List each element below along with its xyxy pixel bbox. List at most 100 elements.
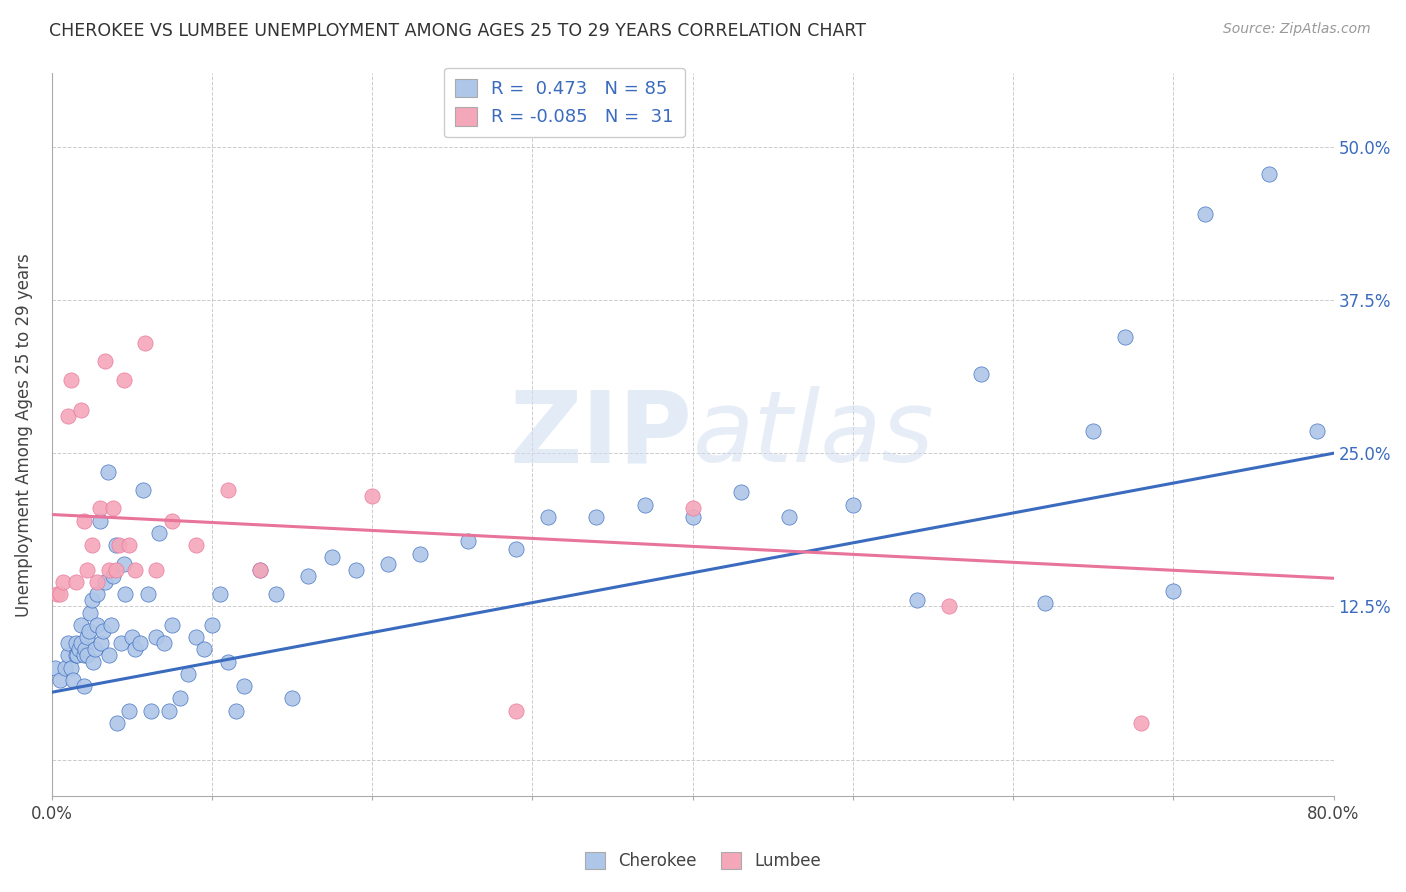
Point bbox=[145, 630, 167, 644]
Point bbox=[66, 648, 89, 663]
Point bbox=[89, 514, 111, 528]
Point bbox=[184, 538, 207, 552]
Point bbox=[1083, 424, 1105, 438]
Text: Source: ZipAtlas.com: Source: ZipAtlas.com bbox=[1223, 22, 1371, 37]
Point bbox=[1114, 330, 1136, 344]
Point bbox=[136, 587, 159, 601]
Text: ZIP: ZIP bbox=[510, 386, 693, 483]
Point bbox=[938, 599, 960, 614]
Point bbox=[77, 624, 100, 638]
Point bbox=[82, 655, 104, 669]
Text: atlas: atlas bbox=[693, 386, 934, 483]
Point bbox=[118, 538, 141, 552]
Point bbox=[49, 587, 72, 601]
Point bbox=[53, 661, 76, 675]
Point bbox=[108, 538, 131, 552]
Point bbox=[75, 642, 97, 657]
Point bbox=[86, 587, 108, 601]
Point bbox=[139, 704, 162, 718]
Point bbox=[62, 673, 84, 687]
Point bbox=[633, 498, 655, 512]
Point bbox=[89, 501, 111, 516]
Point bbox=[79, 606, 101, 620]
Point bbox=[145, 563, 167, 577]
Point bbox=[217, 655, 239, 669]
Point bbox=[112, 557, 135, 571]
Point bbox=[90, 636, 112, 650]
Point bbox=[970, 367, 993, 381]
Point bbox=[76, 648, 98, 663]
Point bbox=[65, 648, 87, 663]
Point bbox=[177, 666, 200, 681]
Point bbox=[65, 574, 87, 589]
Point bbox=[409, 547, 432, 561]
Point bbox=[505, 541, 527, 556]
Point bbox=[193, 642, 215, 657]
Point bbox=[148, 525, 170, 540]
Point bbox=[104, 563, 127, 577]
Point bbox=[98, 648, 121, 663]
Point bbox=[128, 636, 150, 650]
Point bbox=[778, 510, 800, 524]
Y-axis label: Unemployment Among Ages 25 to 29 years: Unemployment Among Ages 25 to 29 years bbox=[15, 253, 32, 616]
Point bbox=[84, 642, 107, 657]
Point bbox=[49, 673, 72, 687]
Point bbox=[86, 617, 108, 632]
Point bbox=[124, 642, 146, 657]
Point bbox=[160, 514, 183, 528]
Legend: Cherokee, Lumbee: Cherokee, Lumbee bbox=[578, 845, 828, 877]
Point bbox=[249, 563, 271, 577]
Point bbox=[134, 335, 156, 350]
Point bbox=[132, 483, 155, 497]
Point bbox=[93, 354, 115, 368]
Point bbox=[124, 563, 146, 577]
Point bbox=[344, 563, 367, 577]
Legend: R =  0.473   N = 85, R = -0.085   N =  31: R = 0.473 N = 85, R = -0.085 N = 31 bbox=[444, 68, 685, 137]
Point bbox=[121, 630, 143, 644]
Point bbox=[537, 510, 560, 524]
Point bbox=[153, 636, 176, 650]
Point bbox=[1130, 715, 1153, 730]
Point bbox=[1033, 596, 1056, 610]
Point bbox=[65, 636, 87, 650]
Point bbox=[281, 691, 304, 706]
Point bbox=[44, 661, 66, 675]
Point bbox=[112, 373, 135, 387]
Point bbox=[52, 574, 75, 589]
Point bbox=[169, 691, 191, 706]
Point bbox=[59, 373, 82, 387]
Point bbox=[682, 501, 704, 516]
Point bbox=[217, 483, 239, 497]
Point bbox=[264, 587, 287, 601]
Point bbox=[100, 617, 122, 632]
Point bbox=[184, 630, 207, 644]
Point bbox=[93, 574, 115, 589]
Point bbox=[69, 636, 91, 650]
Point bbox=[1161, 583, 1184, 598]
Point bbox=[505, 704, 527, 718]
Point bbox=[56, 409, 79, 424]
Text: CHEROKEE VS LUMBEE UNEMPLOYMENT AMONG AGES 25 TO 29 YEARS CORRELATION CHART: CHEROKEE VS LUMBEE UNEMPLOYMENT AMONG AG… bbox=[49, 22, 866, 40]
Point bbox=[101, 501, 124, 516]
Point bbox=[80, 538, 103, 552]
Point bbox=[157, 704, 180, 718]
Point bbox=[56, 636, 79, 650]
Point bbox=[730, 485, 752, 500]
Point bbox=[73, 514, 96, 528]
Point bbox=[86, 574, 108, 589]
Point bbox=[233, 679, 256, 693]
Point bbox=[1258, 167, 1281, 181]
Point bbox=[249, 563, 271, 577]
Point bbox=[682, 510, 704, 524]
Point bbox=[297, 569, 319, 583]
Point bbox=[69, 403, 91, 417]
Point bbox=[118, 704, 141, 718]
Point bbox=[104, 538, 127, 552]
Point bbox=[69, 617, 91, 632]
Point bbox=[98, 563, 121, 577]
Point bbox=[160, 617, 183, 632]
Point bbox=[208, 587, 231, 601]
Point bbox=[377, 557, 399, 571]
Point bbox=[225, 704, 247, 718]
Point bbox=[110, 636, 132, 650]
